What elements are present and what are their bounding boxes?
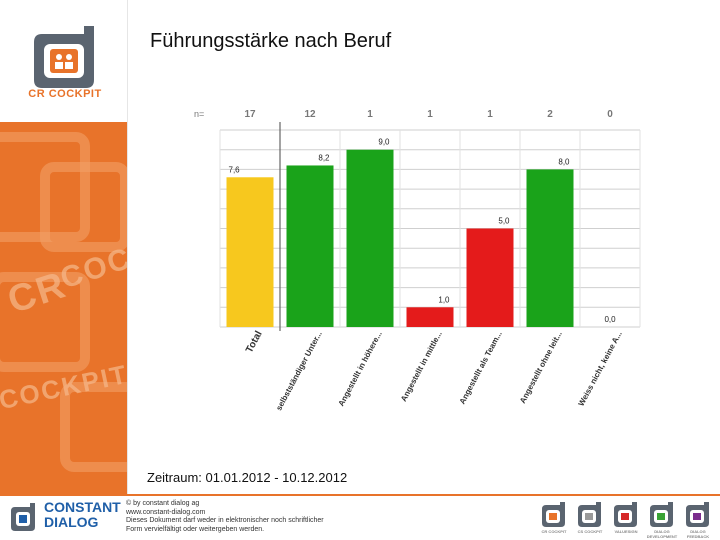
- sidebar-deco-shape: [40, 162, 127, 252]
- footer: CONSTANT DIALOG © by constant dialog ag …: [0, 496, 720, 540]
- bar: [526, 169, 574, 327]
- bar: [346, 149, 394, 327]
- company-name-line: DIALOG: [44, 514, 99, 530]
- company-name-line: CONSTANT: [44, 499, 121, 515]
- brand-logo-icon: [614, 502, 637, 527]
- cr-cockpit-logo-icon: [34, 26, 94, 88]
- brand-logo-icon: [542, 502, 565, 527]
- constant-dialog-logo-icon: [11, 503, 35, 531]
- footer-text-line: Dieses Dokument darf weder in elektronis…: [126, 517, 324, 524]
- data-label: 8,2: [318, 153, 330, 162]
- data-label: 0,0: [604, 315, 616, 324]
- divider: [127, 0, 128, 494]
- footer-text-line: Form vervielfältigt oder weitergeben wer…: [126, 525, 265, 533]
- brand-caption: DIALOG FEEDBACK: [686, 529, 710, 539]
- data-label: 1,0: [438, 295, 450, 304]
- n-label: n=: [194, 109, 204, 119]
- brand-logo-icon: [650, 502, 673, 527]
- n-value-label: 1: [427, 109, 433, 120]
- bar: [406, 307, 454, 327]
- bar: [286, 165, 334, 327]
- category-label: Angestellt als Team...: [458, 330, 504, 406]
- brand-caption: CS COCKPIT: [577, 529, 603, 534]
- company-name: CONSTANT DIALOG: [44, 500, 121, 530]
- data-label: 7,6: [229, 165, 241, 174]
- brand-caption: VALUESIGN: [614, 529, 638, 534]
- data-label: 9,0: [378, 138, 390, 147]
- category-label: Angestellt in höhere...: [337, 330, 384, 408]
- data-label: 8,0: [558, 157, 570, 166]
- n-value-label: 1: [487, 109, 493, 120]
- n-value-label: 0: [607, 109, 613, 120]
- category-label: selbstständiger Unter...: [274, 330, 323, 412]
- footer-text-line: www.constant-dialog.com: [126, 508, 206, 516]
- footer-text-line: © by constant dialog ag: [126, 500, 200, 507]
- chart-grid: [219, 122, 641, 331]
- category-label: Angestellt ohne leit...: [518, 330, 564, 405]
- data-label: 5,0: [498, 217, 510, 226]
- sidebar-decoration: CR COC COCKPIT: [0, 122, 127, 494]
- n-value-label: 2: [547, 109, 553, 120]
- logo-caption: CR COCKPIT: [28, 88, 102, 100]
- n-value-label: 17: [244, 109, 256, 120]
- sidebar-deco-shape: [60, 382, 127, 472]
- sidebar-deco-shape: [0, 272, 90, 372]
- brand-caption: CR COCKPIT: [541, 529, 567, 534]
- bar: [466, 228, 514, 327]
- page-title: Führungsstärke nach Beruf: [150, 30, 392, 52]
- footer-copyright: © by constant dialog ag www.constant-dia…: [126, 500, 324, 534]
- footer-rule: [0, 494, 720, 496]
- chart-bars: [226, 149, 574, 327]
- category-label: Angestellt in mittle...: [399, 330, 444, 403]
- brand-logo-icon: [578, 502, 601, 527]
- bar: [226, 177, 274, 327]
- period-label: Zeitraum: 01.01.2012 - 10.12.2012: [147, 470, 348, 485]
- n-value-label: 1: [367, 109, 373, 120]
- category-label: Weiss nicht, keine A...: [577, 330, 624, 408]
- brand-logo-icon: [686, 502, 709, 527]
- brand-caption: DIALOG DEVELOPMENT: [646, 529, 678, 539]
- n-value-label: 12: [304, 109, 316, 120]
- category-label: Total: [244, 329, 265, 355]
